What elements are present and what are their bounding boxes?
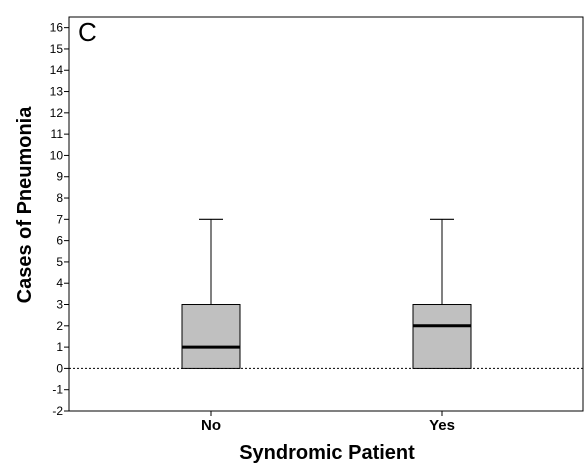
y-tick-label: 4 — [56, 276, 63, 290]
y-tick-label: 12 — [50, 106, 64, 120]
y-tick-label: 2 — [56, 319, 63, 333]
box-series — [181, 218, 472, 369]
y-tick-label: 10 — [50, 148, 64, 162]
y-tick-label: -2 — [52, 404, 63, 418]
x-axis: No Yes — [201, 411, 455, 434]
y-tick-label: 14 — [50, 63, 64, 77]
y-tick-label: 5 — [56, 255, 63, 269]
x-tick-label: Yes — [429, 417, 455, 434]
y-tick-label: 3 — [56, 298, 63, 312]
y-tick-label: 1 — [56, 340, 63, 354]
box-group-no — [181, 218, 241, 369]
panel-letter: C — [78, 17, 97, 47]
y-tick-label: 7 — [56, 212, 63, 226]
y-tick-label: 16 — [50, 21, 64, 35]
x-axis-title: Syndromic Patient — [239, 442, 415, 464]
box-iqr — [181, 304, 241, 369]
y-tick-label: 8 — [56, 191, 63, 205]
y-tick-label: 15 — [50, 42, 64, 56]
box-group-yes — [412, 218, 472, 369]
y-axis-title: Cases of Pneumonia — [14, 106, 36, 304]
box-iqr — [412, 304, 472, 369]
plot-frame — [68, 16, 584, 412]
y-tick-label: 6 — [56, 234, 63, 248]
y-tick-label: 9 — [56, 170, 63, 184]
y-tick-label: 0 — [56, 361, 63, 375]
x-tick-label: No — [201, 417, 221, 434]
y-tick-label: 13 — [50, 85, 64, 99]
y-tick-label: 11 — [51, 127, 64, 141]
y-tick-label: -1 — [52, 383, 63, 397]
